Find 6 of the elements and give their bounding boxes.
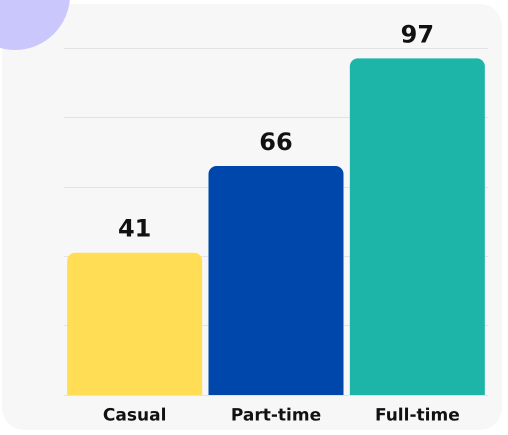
x-tick-label: Full-time: [374, 406, 460, 426]
data-label: 97: [400, 20, 434, 48]
x-tick-label: Casual: [102, 406, 166, 426]
data-label: 41: [118, 214, 152, 243]
data-label: 66: [259, 128, 293, 156]
x-tick-label: Part-time: [230, 406, 322, 426]
